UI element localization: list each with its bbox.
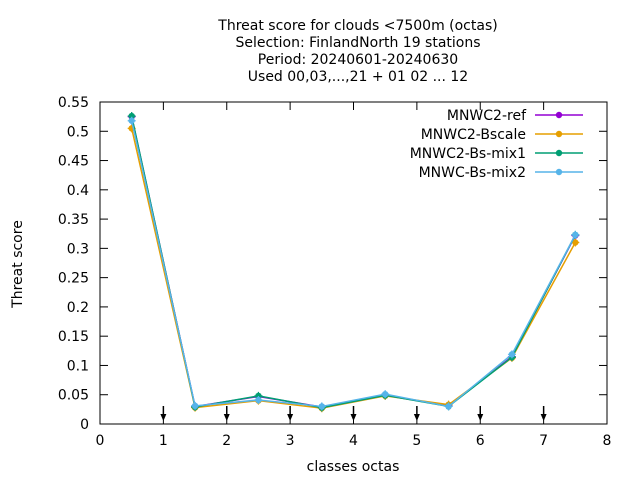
plot-frame — [99, 101, 608, 425]
data-point-cross — [317, 402, 326, 411]
legend-marker — [555, 111, 563, 119]
data-point-cross — [254, 395, 263, 404]
data-point-cross — [507, 350, 516, 359]
data-point-cross — [381, 390, 390, 399]
data-point-cross — [191, 401, 200, 410]
x-tick-label: 8 — [603, 433, 612, 449]
y-tick-label: 0.25 — [58, 271, 89, 287]
title-line-0: Threat score for clouds <7500m (octas) — [217, 18, 497, 34]
x-tick-label: 0 — [96, 433, 105, 449]
legend-label: MNWC2-ref — [447, 108, 527, 124]
y-tick-label: 0.4 — [67, 183, 89, 199]
y-tick-label: 0 — [80, 417, 89, 433]
data-point-cross — [571, 238, 580, 247]
series-lines — [127, 112, 580, 413]
class-arrow-head — [287, 414, 294, 421]
legend-item: MNWC-Bs-mix2 — [419, 165, 583, 181]
legend-item: MNWC2-ref — [447, 108, 583, 124]
y-axis-label-group: Threat score — [10, 220, 26, 309]
legend-item: MNWC2-Bs-mix1 — [410, 146, 583, 162]
y-tick-label: 0.45 — [58, 154, 89, 170]
y-tick-label: 0.3 — [67, 241, 89, 257]
legend-marker — [555, 149, 563, 157]
x-axis-label-group: classes octas — [307, 459, 400, 475]
series-3 — [127, 116, 580, 411]
legend-label: MNWC2-Bs-mix1 — [410, 146, 526, 162]
x-tick-label: 2 — [222, 433, 231, 449]
series-line — [130, 120, 576, 408]
title-line-1: Selection: FinlandNorth 19 stations — [235, 35, 480, 51]
class-arrow-head — [160, 414, 167, 421]
title-line-2: Period: 20240601-20240630 — [258, 52, 458, 68]
legend-label: MNWC-Bs-mix2 — [419, 165, 526, 181]
y-axis-label: Threat score — [10, 220, 26, 309]
x-tick-label: 5 — [412, 433, 421, 449]
legend-marker — [555, 168, 563, 176]
legend: MNWC2-ref MNWC2-Bscale MNWC2-Bs-mix1 MNWC-B… — [410, 108, 583, 181]
x-tick-label: 7 — [539, 433, 548, 449]
class-arrow-head — [350, 414, 357, 421]
x-tick-label: 1 — [159, 433, 168, 449]
x-tick-label: 3 — [286, 433, 295, 449]
y-tick-label: 0.2 — [67, 300, 89, 316]
data-point-cross — [127, 116, 136, 125]
class-arrow-head — [540, 414, 547, 421]
y-tick-label: 0.35 — [58, 212, 89, 228]
class-arrows — [160, 406, 547, 421]
x-axis-label: classes octas — [307, 459, 400, 475]
y-tick-label: 0.15 — [58, 329, 89, 345]
y-tick-label: 0.5 — [67, 124, 89, 140]
chart-title: Threat score for clouds <7500m (octas)Se… — [217, 18, 497, 85]
legend-marker — [555, 130, 563, 138]
class-arrow-head — [477, 414, 484, 421]
legend-item: MNWC2-Bscale — [421, 127, 583, 143]
y-tick-label: 0.1 — [67, 358, 89, 374]
data-point-cross — [444, 402, 453, 411]
x-tick-label: 4 — [349, 433, 358, 449]
data-point-cross — [571, 230, 580, 239]
class-arrow-head — [223, 414, 230, 421]
x-tick-label: 6 — [476, 433, 485, 449]
title-line-3: Used 00,03,...,21 + 01 02 ... 12 — [248, 69, 468, 85]
legend-label: MNWC2-Bscale — [421, 127, 526, 143]
y-tick-label: 0.55 — [58, 95, 89, 111]
class-arrow-head — [413, 414, 420, 421]
axes: 0 0.05 0.1 0.15 0.2 0.25 0.3 0.35 0.4 0.45 0.5 0.55… — [58, 95, 612, 449]
y-tick-label: 0.05 — [58, 388, 89, 404]
